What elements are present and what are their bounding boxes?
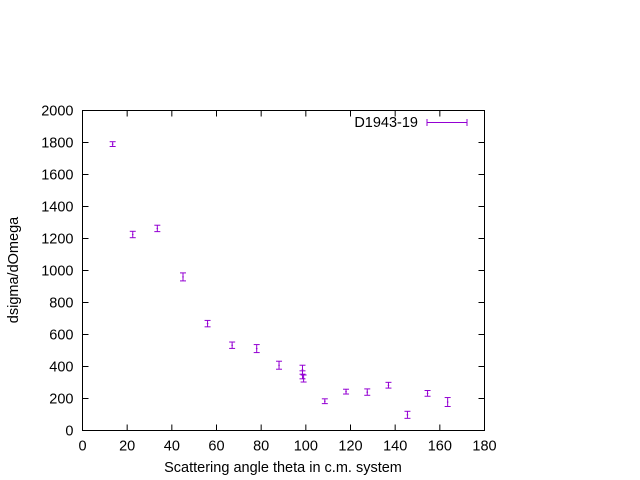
y-tick-label: 1800	[41, 136, 73, 152]
data-point-marker	[111, 143, 114, 145]
data-point-marker	[446, 401, 449, 403]
error-bar-point	[321, 398, 328, 405]
x-tick-label: 100	[294, 439, 318, 455]
x-tick-label: 40	[164, 439, 180, 455]
data-point-marker	[278, 364, 280, 367]
error-bar-point	[424, 390, 431, 397]
y-axis: 0 200 400 600 800 1000 1200 1400 1600 1800 2000	[41, 104, 485, 440]
error-bar-point	[404, 410, 411, 419]
error-bar-point	[109, 141, 116, 147]
error-bar-point	[343, 388, 350, 395]
data-point-marker	[255, 347, 258, 350]
x-tick-label: 20	[119, 439, 135, 455]
x-axis: 0 20 40 60 80 100 120 140 160 180	[78, 110, 497, 455]
y-tick-label: 200	[49, 392, 73, 408]
y-tick-label: 400	[49, 360, 73, 376]
error-bar-point	[385, 381, 392, 389]
legend: D1943-19	[354, 115, 468, 131]
error-bar-point	[129, 230, 136, 239]
y-tick-label: 0	[65, 424, 73, 440]
y-tick-label: 1600	[41, 168, 73, 184]
data-point-marker	[366, 391, 369, 393]
data-point-marker	[345, 390, 347, 393]
error-bar-point	[253, 344, 260, 354]
plot-frame	[82, 110, 485, 431]
data-points	[109, 141, 451, 419]
error-bar-point	[180, 272, 186, 282]
data-point-marker	[324, 400, 326, 403]
y-tick-label: 1000	[41, 264, 73, 280]
y-tick-label: 1400	[41, 200, 73, 216]
y-tick-label: 800	[49, 296, 73, 312]
error-bar-point	[444, 397, 451, 407]
y-tick-label: 1200	[41, 232, 73, 248]
data-point-marker	[131, 233, 134, 236]
x-tick-label: 160	[428, 439, 452, 455]
error-bar-point	[229, 341, 236, 349]
x-tick-label: 140	[383, 439, 407, 455]
legend-label: D1943-19	[354, 115, 418, 131]
data-point-marker	[156, 227, 159, 230]
data-point-marker	[387, 384, 390, 387]
y-axis-label: dsigma/dOmega	[6, 216, 22, 323]
y-tick-label: 600	[49, 328, 73, 344]
data-point-marker	[301, 368, 304, 371]
error-bar-point	[300, 374, 307, 383]
error-bar-point	[204, 319, 211, 328]
error-bar-point	[276, 360, 283, 370]
x-tick-label: 0	[78, 439, 86, 455]
data-point-marker	[231, 344, 233, 347]
error-bar-point	[364, 388, 371, 396]
data-point-marker	[182, 276, 184, 278]
data-point-marker	[302, 377, 305, 380]
data-point-marker	[206, 322, 209, 325]
data-point-marker	[406, 414, 409, 416]
x-tick-label: 180	[472, 439, 496, 455]
x-tick-label: 60	[208, 439, 224, 455]
x-axis-label: Scattering angle theta in c.m. system	[164, 460, 402, 476]
y-tick-label: 2000	[41, 104, 73, 120]
data-point-marker	[426, 392, 429, 395]
x-tick-label: 120	[338, 439, 362, 455]
error-bar-point	[154, 224, 161, 233]
x-tick-label: 80	[253, 439, 269, 455]
